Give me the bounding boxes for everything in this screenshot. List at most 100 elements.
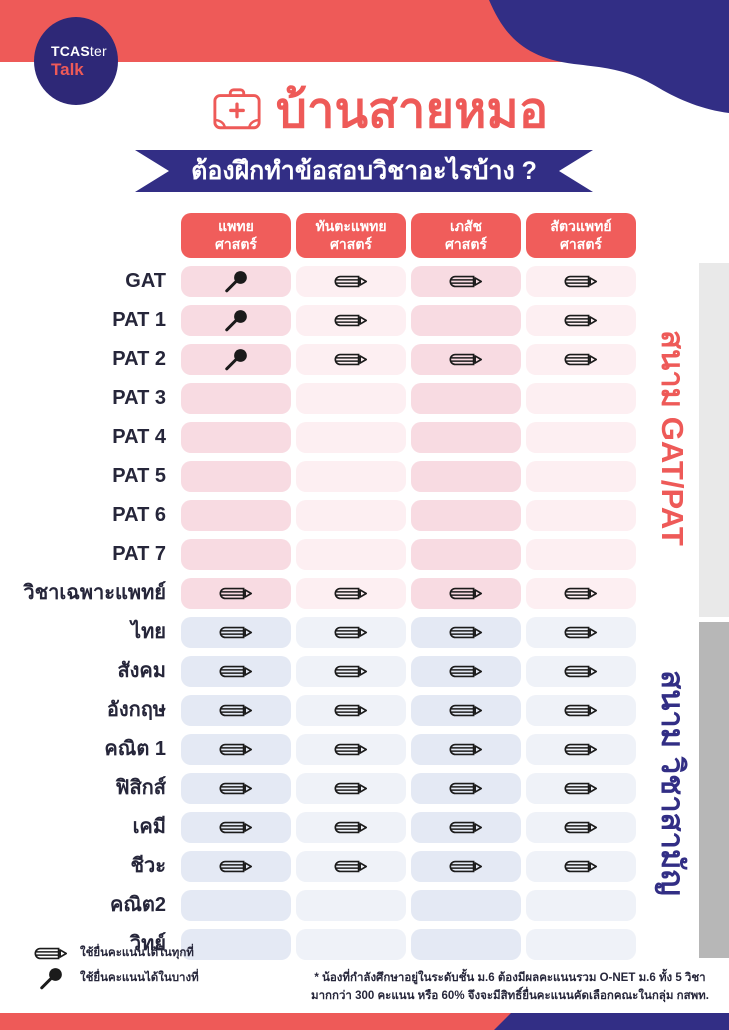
- pencil-icon: [564, 704, 598, 717]
- pencil-icon: [334, 743, 368, 756]
- pencil-icon: [334, 860, 368, 873]
- table-row: เคมี: [0, 812, 636, 843]
- table-cell: [411, 734, 521, 765]
- table-cell: [296, 773, 406, 804]
- pencil-icon: [219, 665, 253, 678]
- pencil-icon: [449, 743, 483, 756]
- row-label: PAT 5: [112, 465, 166, 487]
- table-cell: [296, 851, 406, 882]
- column-header-2: ทันตะแพทย ศาสตร์: [296, 213, 406, 258]
- table-cell: [181, 617, 291, 648]
- pin-icon: [224, 348, 249, 371]
- table-cell: [181, 656, 291, 687]
- table-cell: [526, 695, 636, 726]
- pencil-icon: [564, 821, 598, 834]
- bottom-band-navy: [494, 1013, 729, 1030]
- legend: ใช้ยื่นคะแนนได้ในทุกที่ ใช้ยื่นคะแนนได้ใน…: [34, 944, 199, 989]
- table-cell: [411, 695, 521, 726]
- subtitle-ribbon: ต้องฝึกทำข้อสอบวิชาอะไรบ้าง ?: [135, 150, 593, 192]
- table-cell: [411, 422, 521, 453]
- table-row: อังกฤษ: [0, 695, 636, 726]
- table-cell: [526, 773, 636, 804]
- table-cell: [411, 773, 521, 804]
- table-row: PAT 3: [0, 383, 636, 414]
- table-cell: [181, 383, 291, 414]
- pencil-icon: [564, 782, 598, 795]
- pencil-icon: [564, 587, 598, 600]
- row-label: อังกฤษ: [106, 699, 166, 721]
- subtitle-text: ต้องฝึกทำข้อสอบวิชาอะไรบ้าง ?: [191, 157, 537, 185]
- pencil-icon: [334, 587, 368, 600]
- column-headers: แพทย ศาสตร์ ทันตะแพทย ศาสตร์ เภสัช ศาสตร์ สัตว…: [181, 213, 636, 258]
- column-header-line1: ทันตะแพทย: [315, 218, 387, 234]
- pencil-icon: [564, 275, 598, 288]
- table-cell: [526, 578, 636, 609]
- column-header-line2: ศาสตร์: [445, 235, 487, 252]
- row-label: เคมี: [132, 816, 166, 838]
- table-body: GAT PAT 1 PAT 2 PAT 3 PAT 4 PAT 5 PAT 6 PAT 7 วิ…: [0, 266, 636, 960]
- table-row: PAT 4: [0, 422, 636, 453]
- table-cell: [526, 500, 636, 531]
- pencil-icon: [219, 782, 253, 795]
- table-cell: [181, 461, 291, 492]
- column-header-line1: สัตวแพทย์: [550, 218, 612, 234]
- table-cell: [181, 929, 291, 960]
- pencil-icon: [219, 743, 253, 756]
- legend-item: ใช้ยื่นคะแนนได้ในทุกที่: [34, 944, 199, 962]
- table-cell: [411, 617, 521, 648]
- table-row: คณิต2: [0, 890, 636, 921]
- table-cell: [526, 929, 636, 960]
- legend-pencil-icon: [34, 947, 68, 960]
- table-cell: [181, 773, 291, 804]
- column-header-line2: ศาสตร์: [215, 235, 257, 252]
- corner-blob-shape: [489, 0, 729, 113]
- first-aid-kit-icon: [212, 86, 262, 137]
- table-row: วิชาเฉพาะแพทย์: [0, 578, 636, 609]
- pencil-icon: [449, 704, 483, 717]
- pencil-icon: [334, 704, 368, 717]
- table-row: วิทย์: [0, 929, 636, 960]
- pencil-icon: [219, 587, 253, 600]
- column-header-1: แพทย ศาสตร์: [181, 213, 291, 258]
- pencil-icon: [449, 626, 483, 639]
- table-cell: [181, 578, 291, 609]
- table-cell: [296, 500, 406, 531]
- table-cell: [526, 422, 636, 453]
- row-label: วิชาเฉพาะแพทย์: [23, 582, 166, 604]
- bottom-band-red: [0, 1013, 511, 1030]
- table-row: ฟิสิกส์: [0, 773, 636, 804]
- table-row: PAT 1: [0, 305, 636, 336]
- row-label: PAT 7: [112, 543, 166, 565]
- table-cell: [296, 539, 406, 570]
- page-title-row: บ้านสายหมอ: [140, 84, 620, 139]
- table-row: PAT 5: [0, 461, 636, 492]
- pencil-icon: [449, 860, 483, 873]
- table-cell: [411, 500, 521, 531]
- column-header-line2: ศาสตร์: [330, 235, 372, 252]
- table-cell: [296, 383, 406, 414]
- table-row: PAT 7: [0, 539, 636, 570]
- pencil-icon: [564, 353, 598, 366]
- table-row: PAT 6: [0, 500, 636, 531]
- table-cell: [296, 812, 406, 843]
- table-cell: [296, 578, 406, 609]
- pencil-icon: [334, 782, 368, 795]
- table-cell: [526, 617, 636, 648]
- table-cell: [411, 656, 521, 687]
- table-cell: [411, 539, 521, 570]
- table-cell: [181, 812, 291, 843]
- row-label: คณิต2: [109, 894, 166, 916]
- footnote-line-2: มากกว่า 300 คะแนน หรือ 60% จึงจะมีสิทธิ์…: [311, 989, 709, 1002]
- table-cell: [526, 812, 636, 843]
- table-cell: [411, 461, 521, 492]
- footnote-line-1: * น้องที่กำลังศึกษาอยู่ในระดับชั้น ม.6 ต…: [314, 972, 706, 984]
- table-cell: [526, 266, 636, 297]
- row-label: ชีวะ: [130, 855, 166, 877]
- pencil-icon: [564, 626, 598, 639]
- pin-icon: [224, 270, 249, 293]
- table-row: ชีวะ: [0, 851, 636, 882]
- table-cell: [411, 812, 521, 843]
- table-cell: [411, 266, 521, 297]
- table-cell: [296, 617, 406, 648]
